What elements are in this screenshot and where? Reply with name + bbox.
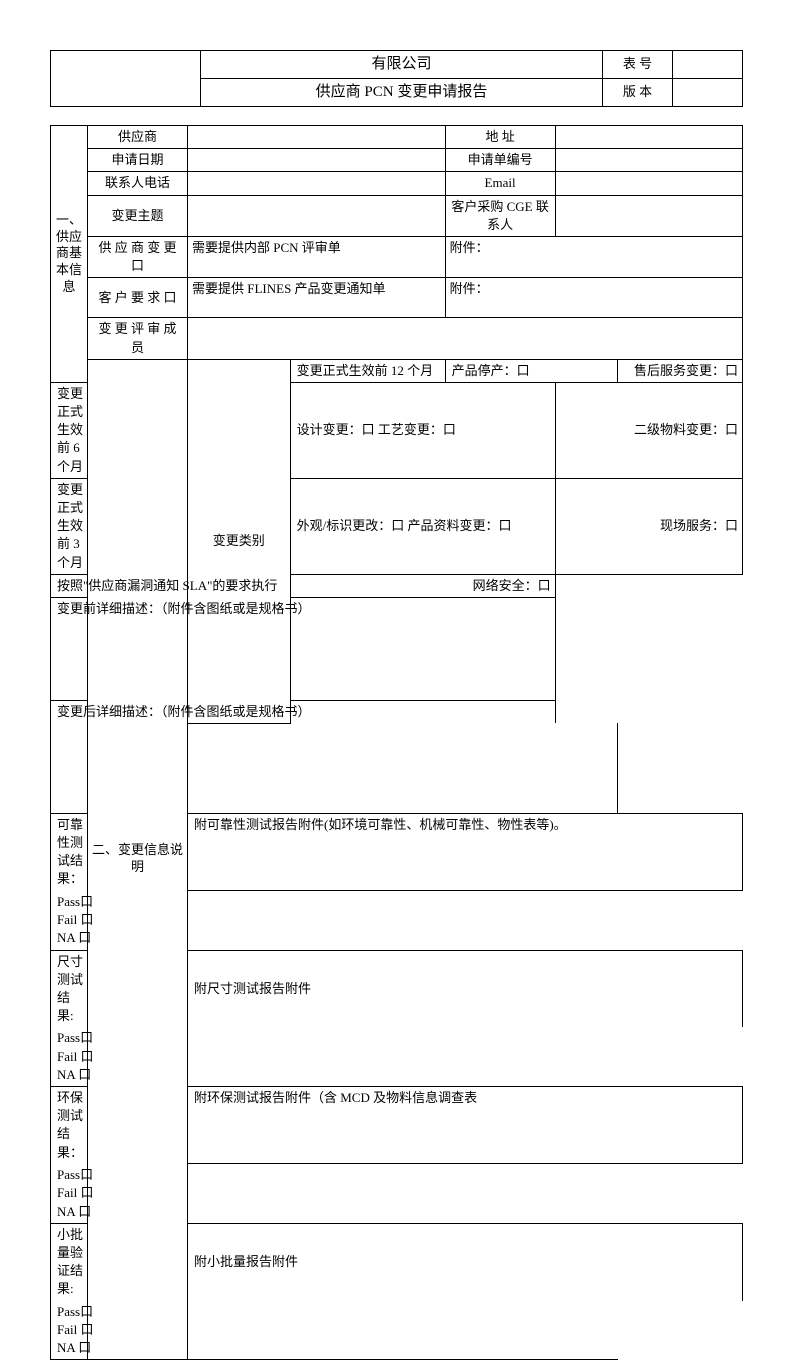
- row12m-label: 变更正式生效前 12 个月: [290, 359, 445, 382]
- supplier-value: [188, 126, 446, 149]
- cust-cge-label: 客户采购 CGE 联系人: [445, 195, 555, 236]
- sla-row: 按照"供应商漏洞通知 SLA"的要求执行: [51, 574, 291, 597]
- header-table: 有限公司 表 号 供应商 PCN 变更申请报告 版 本: [50, 50, 743, 107]
- env-fail: Fail 口: [57, 1185, 93, 1200]
- apply-date-value: [188, 149, 446, 172]
- reli-fail: Fail 口: [57, 912, 93, 927]
- reli-text: 附可靠性测试报告附件(如环境可靠性、机械可靠性、物性表等)。: [188, 813, 743, 890]
- change-subject-value: [188, 195, 446, 236]
- dim-label: 尺寸测试结果:: [51, 950, 88, 1027]
- batch-text: 附小批量报告附件: [188, 1223, 743, 1300]
- row3m-c2: 现场服务：口: [555, 478, 742, 574]
- header-logo-cell: [51, 51, 201, 107]
- apply-no-value: [555, 149, 742, 172]
- post-desc-area: [51, 723, 618, 813]
- apply-date-label: 申请日期: [88, 149, 188, 172]
- env-text: 附环保测试报告附件（含 MCD 及物料信息调查表: [188, 1086, 743, 1163]
- section1-title: 一、供应商基本信息: [51, 126, 88, 383]
- row12m-c2: 售后服务变更：口: [618, 359, 743, 382]
- email-label: Email: [445, 172, 555, 195]
- table-no-value: [673, 51, 743, 79]
- address-label: 地 址: [445, 126, 555, 149]
- row12m-c1: 产品停产：口: [445, 359, 617, 382]
- supplier-label: 供应商: [88, 126, 188, 149]
- address-value: [555, 126, 742, 149]
- table-no-label: 表 号: [603, 51, 673, 79]
- form-title: 供应商 PCN 变更申请报告: [201, 79, 603, 107]
- pre-desc-label: 变更前详细描述：（附件含图纸或是规格书）: [51, 597, 556, 620]
- reli-label: 可靠性测试结果：: [57, 817, 83, 887]
- contact-phone-value: [188, 172, 446, 195]
- cust-cge-value: [555, 195, 742, 236]
- supplier-change-text: 需要提供内部 PCN 评审单: [188, 236, 446, 277]
- batch-label: 小批量验证结果:: [51, 1223, 88, 1300]
- dim-fail: Fail 口: [57, 1049, 93, 1064]
- env-label: 环保测试结果：: [57, 1090, 83, 1160]
- attach1: 附件：: [445, 236, 742, 277]
- attach2: 附件：: [445, 278, 742, 318]
- dim-pass: Pass口: [57, 1030, 93, 1045]
- row6m-c1: 设计变更：口 工艺变更：口: [290, 382, 555, 478]
- cust-req-label: 客 户 要 求 口: [88, 278, 188, 318]
- row3m-label: 变更正式生效前 3 个月: [51, 478, 88, 574]
- batch-pass: Pass口: [57, 1304, 93, 1319]
- version-value: [673, 79, 743, 107]
- main-form-table: 一、供应商基本信息 供应商 地 址 申请日期 申请单编号 联系人电话 Email…: [50, 125, 743, 1360]
- change-subject-label: 变更主题: [88, 195, 188, 236]
- reli-na: NA 口: [57, 930, 91, 945]
- review-members-value: [188, 318, 743, 359]
- company-name: 有限公司: [201, 51, 603, 79]
- post-desc-label: 变更后详细描述：（附件含图纸或是规格书）: [51, 700, 556, 723]
- row3m-c1: 外观/标识更改：口 产品资料变更：口: [290, 478, 555, 574]
- row6m-c2: 二级物料变更：口: [555, 382, 742, 478]
- apply-no-label: 申请单编号: [445, 149, 555, 172]
- review-members-label: 变 更 评 审 成 员: [88, 318, 188, 359]
- row6m-label: 变更正式生效前 6 个月: [51, 382, 88, 478]
- pre-desc-area: [51, 620, 556, 700]
- dim-text: 附尺寸测试报告附件: [188, 950, 743, 1027]
- cust-req-text: 需要提供 FLINES 产品变更通知单: [188, 278, 446, 318]
- reli-pass: Pass口: [57, 894, 93, 909]
- env-pass: Pass口: [57, 1167, 93, 1182]
- supplier-change-label: 供 应 商 变 更 口: [88, 236, 188, 277]
- version-label: 版 本: [603, 79, 673, 107]
- sla-row-right: 网络安全：口: [290, 574, 555, 597]
- batch-fail: Fail 口: [57, 1322, 93, 1337]
- dim-na: NA 口: [57, 1067, 91, 1082]
- email-value: [555, 172, 742, 195]
- batch-na: NA 口: [57, 1340, 91, 1355]
- contact-phone-label: 联系人电话: [88, 172, 188, 195]
- env-na: NA 口: [57, 1204, 91, 1219]
